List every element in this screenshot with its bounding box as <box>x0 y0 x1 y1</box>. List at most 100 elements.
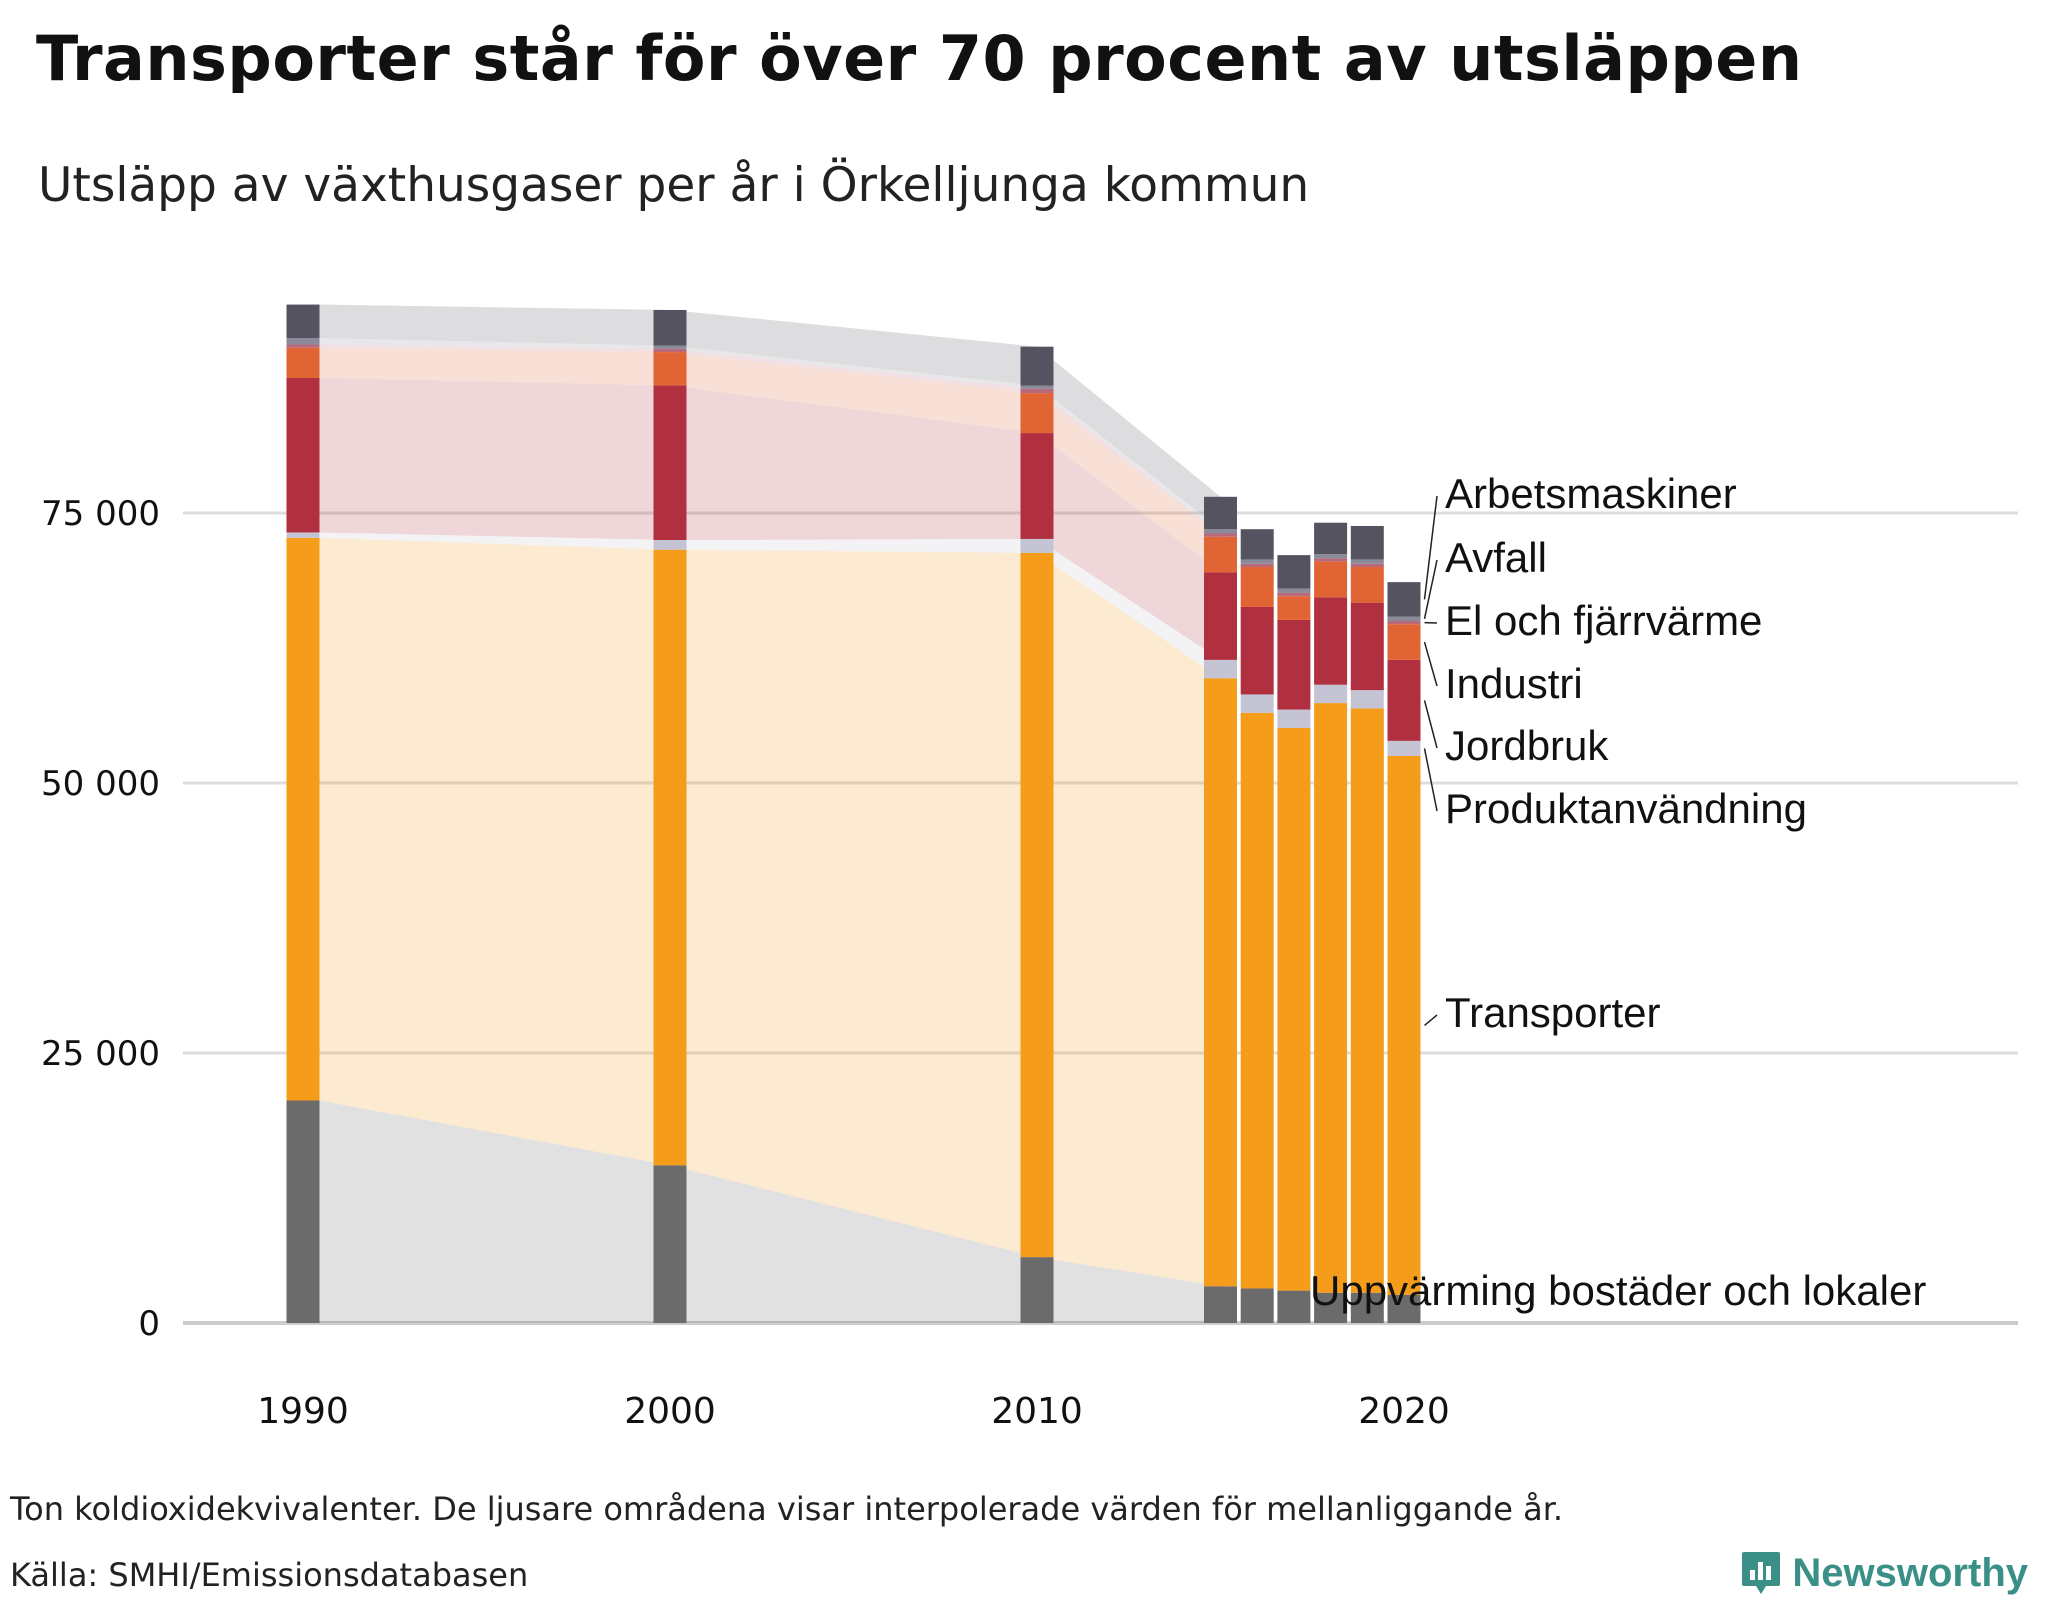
bar-segment-avfall-2018 <box>1314 554 1348 559</box>
bar-segment-industri-2020 <box>1387 624 1421 660</box>
bar-segment-industri-2017 <box>1277 596 1311 620</box>
bar-segment-arbetsmaskiner-2016 <box>1240 529 1274 560</box>
bar-segment-produktanv-ndning-2010 <box>1020 538 1054 553</box>
x-tick-label: 1990 <box>257 1391 349 1432</box>
bar-segment-jordbruk-2010 <box>1020 433 1054 539</box>
interpolation-area-transporter <box>319 537 1221 1287</box>
bar-segment-produktanv-ndning-2015 <box>1204 659 1237 679</box>
bar-segment-arbetsmaskiner-2018 <box>1314 522 1348 555</box>
bar-segment-transporter-1990 <box>286 537 320 1101</box>
bar-layer <box>286 304 1421 1323</box>
bar-segment-transporter-2015 <box>1204 678 1237 1287</box>
label-leader-line <box>1424 1014 1438 1027</box>
bar-segment-uppv-rming-bost-der-och-lokaler-2019 <box>1350 1292 1384 1323</box>
bar-segment-industri-1990 <box>286 347 320 378</box>
bar-segment-uppv-rming-bost-der-och-lokaler-2015 <box>1204 1286 1237 1323</box>
bar-segment-industri-2019 <box>1350 567 1384 603</box>
interpolation-area-uppv-rming-bost-der-och-lokaler <box>319 1100 1221 1323</box>
bar-segment-avfall-2000 <box>653 345 687 349</box>
series-label-jordbruk: Jordbruk <box>1445 722 1609 769</box>
bar-segment-jordbruk-2017 <box>1277 619 1311 710</box>
newsworthy-logo-icon <box>1742 1552 1781 1594</box>
bar-segment-el-och-fj-rrv-rme-2017 <box>1277 592 1311 597</box>
bar-segment-industri-2018 <box>1314 561 1348 598</box>
y-tick-label: 50 000 <box>41 764 160 804</box>
bar-segment-transporter-2000 <box>653 549 687 1166</box>
chart-note: Ton koldioxidekvivalenter. De ljusare om… <box>10 1490 1564 1528</box>
bar-segment-jordbruk-2019 <box>1350 602 1384 691</box>
series-label-arbetsmaskiner: Arbetsmaskiner <box>1445 470 1737 517</box>
interpolation-area-jordbruk <box>319 378 1221 660</box>
series-label-transporter: Transporter <box>1445 989 1661 1036</box>
bar-segment-uppv-rming-bost-der-och-lokaler-2010 <box>1020 1257 1054 1323</box>
series-label-uppv-rming-bost-der-och-lokaler: Uppvärming bostäder och lokaler <box>1310 1267 1926 1314</box>
bar-segment-arbetsmaskiner-2020 <box>1387 582 1421 617</box>
chart-source: Källa: SMHI/Emissionsdatabasen <box>10 1556 529 1594</box>
y-tick-label: 75 000 <box>41 494 160 534</box>
series-label-produktanv-ndning: Produktanvändning <box>1445 785 1807 832</box>
bar-segment-jordbruk-2015 <box>1204 572 1237 660</box>
bar-segment-produktanv-ndning-2020 <box>1387 740 1421 756</box>
bar-segment-uppv-rming-bost-der-och-lokaler-2018 <box>1314 1292 1348 1323</box>
bar-segment-produktanv-ndning-2017 <box>1277 709 1311 728</box>
label-leader-line <box>1423 700 1438 749</box>
bar-segment-arbetsmaskiner-2019 <box>1350 525 1384 560</box>
bar-segment-el-och-fj-rrv-rme-2000 <box>653 348 687 353</box>
bar-segment-avfall-2015 <box>1204 529 1237 534</box>
bar-segment-transporter-2016 <box>1240 712 1274 1289</box>
bar-segment-uppv-rming-bost-der-och-lokaler-1990 <box>286 1100 320 1323</box>
bar-segment-el-och-fj-rrv-rme-2020 <box>1387 621 1421 625</box>
bar-segment-el-och-fj-rrv-rme-2019 <box>1350 563 1384 567</box>
bar-segment-el-och-fj-rrv-rme-2016 <box>1240 563 1274 567</box>
bar-segment-transporter-2019 <box>1350 708 1384 1293</box>
bar-segment-avfall-2010 <box>1020 385 1054 389</box>
bar-segment-avfall-2016 <box>1240 559 1274 564</box>
bar-segment-uppv-rming-bost-der-och-lokaler-2020 <box>1387 1294 1421 1323</box>
series-label-avfall: Avfall <box>1445 534 1547 581</box>
label-leader-line <box>1423 495 1438 600</box>
bar-segment-industri-2015 <box>1204 536 1237 573</box>
interpolation-area-layer <box>319 304 1221 1323</box>
bar-segment-jordbruk-2016 <box>1240 606 1274 695</box>
bar-segment-produktanv-ndning-2018 <box>1314 684 1348 704</box>
bar-segment-el-och-fj-rrv-rme-2015 <box>1204 533 1237 537</box>
series-label-industri: Industri <box>1445 660 1583 707</box>
brand-name: Newsworthy <box>1792 1550 2028 1595</box>
axis-layer: 0 25 000 50 000 75 000 1990 2000 2010 2020 <box>41 494 1450 1432</box>
bar-segment-jordbruk-2018 <box>1314 597 1348 685</box>
bar-segment-produktanv-ndning-1990 <box>286 532 320 538</box>
interpolation-area-industri <box>319 347 1221 573</box>
bar-segment-transporter-2020 <box>1387 756 1421 1295</box>
bar-segment-industri-2010 <box>1020 393 1054 434</box>
bar-segment-avfall-2017 <box>1277 588 1311 593</box>
bar-segment-industri-2016 <box>1240 567 1274 607</box>
y-tick-label: 25 000 <box>41 1034 160 1074</box>
bar-segment-transporter-2018 <box>1314 703 1348 1293</box>
newsworthy-logo: Newsworthy <box>1740 1550 2028 1596</box>
bar-segment-el-och-fj-rrv-rme-1990 <box>286 344 320 348</box>
bar-segment-arbetsmaskiner-2017 <box>1277 555 1311 589</box>
bar-segment-jordbruk-1990 <box>286 378 320 533</box>
x-tick-label: 2010 <box>991 1391 1083 1432</box>
bar-segment-industri-2000 <box>653 352 687 386</box>
bar-segment-produktanv-ndning-2016 <box>1240 694 1274 713</box>
label-leader-line <box>1423 748 1438 812</box>
bar-segment-uppv-rming-bost-der-och-lokaler-2017 <box>1277 1290 1311 1323</box>
bar-segment-transporter-2010 <box>1020 552 1054 1258</box>
bar-segment-uppv-rming-bost-der-och-lokaler-2016 <box>1240 1288 1274 1323</box>
stacked-bar-chart: 0 25 000 50 000 75 000 1990 2000 2010 2020 Arbe… <box>41 304 2018 1432</box>
bar-segment-uppv-rming-bost-der-och-lokaler-2000 <box>653 1165 687 1323</box>
bar-segment-arbetsmaskiner-2015 <box>1204 496 1237 530</box>
bar-segment-arbetsmaskiner-1990 <box>286 304 320 339</box>
interpolation-area-arbetsmaskiner <box>319 304 1221 530</box>
x-tick-label: 2000 <box>624 1391 716 1432</box>
chart-subtitle: Utsläpp av växthusgaser per år i Örkellj… <box>38 158 1310 213</box>
label-leader-line <box>1423 559 1438 619</box>
bar-segment-avfall-2020 <box>1387 616 1421 621</box>
label-leader-line <box>1423 641 1438 687</box>
bar-segment-produktanv-ndning-2019 <box>1350 690 1384 709</box>
x-tick-label: 2020 <box>1358 1391 1450 1432</box>
bar-segment-el-och-fj-rrv-rme-2018 <box>1314 558 1348 562</box>
bar-segment-produktanv-ndning-2000 <box>653 540 687 550</box>
chart-title: Transporter står för över 70 procent av … <box>36 22 1803 95</box>
